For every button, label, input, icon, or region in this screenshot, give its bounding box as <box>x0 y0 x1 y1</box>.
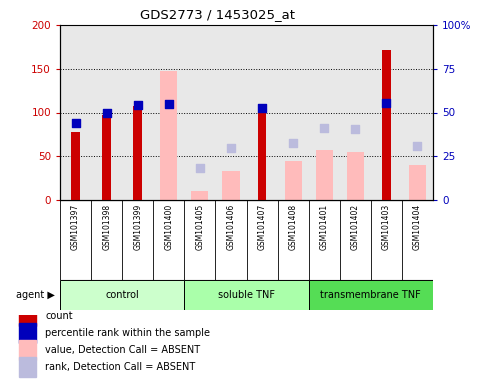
Text: agent ▶: agent ▶ <box>16 290 55 300</box>
Text: GSM101402: GSM101402 <box>351 204 360 250</box>
Text: value, Detection Call = ABSENT: value, Detection Call = ABSENT <box>45 345 200 355</box>
Text: percentile rank within the sample: percentile rank within the sample <box>45 328 211 338</box>
Bar <box>102 115 111 200</box>
Bar <box>409 165 426 200</box>
Point <box>71 120 79 126</box>
Text: GSM101407: GSM101407 <box>257 204 267 250</box>
Bar <box>133 106 142 200</box>
Text: GSM101400: GSM101400 <box>164 204 173 250</box>
Text: control: control <box>105 290 139 300</box>
Bar <box>160 71 177 200</box>
Point <box>103 109 111 116</box>
Point <box>227 145 235 151</box>
Text: GSM101401: GSM101401 <box>320 204 329 250</box>
Text: rank, Detection Call = ABSENT: rank, Detection Call = ABSENT <box>45 362 196 372</box>
Bar <box>258 107 267 200</box>
Text: transmembrane TNF: transmembrane TNF <box>320 290 421 300</box>
Bar <box>19 323 36 343</box>
Point <box>165 101 172 107</box>
Bar <box>191 191 209 200</box>
Bar <box>222 171 240 200</box>
Bar <box>19 306 36 326</box>
Text: GSM101406: GSM101406 <box>227 204 235 250</box>
Text: GSM101404: GSM101404 <box>413 204 422 250</box>
Bar <box>19 340 36 360</box>
Point <box>258 105 266 111</box>
Bar <box>316 150 333 200</box>
Point <box>352 126 359 132</box>
Bar <box>71 132 80 200</box>
Bar <box>382 50 391 200</box>
Bar <box>284 161 302 200</box>
Point <box>134 101 142 108</box>
Point <box>413 143 421 149</box>
Bar <box>347 152 364 200</box>
Text: GDS2773 / 1453025_at: GDS2773 / 1453025_at <box>140 8 295 21</box>
Text: GSM101397: GSM101397 <box>71 204 80 250</box>
Point <box>320 125 328 131</box>
Bar <box>309 280 433 310</box>
Text: soluble TNF: soluble TNF <box>218 290 275 300</box>
Text: GSM101399: GSM101399 <box>133 204 142 250</box>
Bar <box>19 357 36 377</box>
Bar <box>185 280 309 310</box>
Point <box>289 140 297 146</box>
Point <box>196 165 204 171</box>
Text: GSM101405: GSM101405 <box>196 204 204 250</box>
Text: count: count <box>45 311 73 321</box>
Point <box>383 100 390 106</box>
Text: GSM101408: GSM101408 <box>289 204 298 250</box>
Text: GSM101398: GSM101398 <box>102 204 111 250</box>
Bar <box>60 280 185 310</box>
Text: GSM101403: GSM101403 <box>382 204 391 250</box>
